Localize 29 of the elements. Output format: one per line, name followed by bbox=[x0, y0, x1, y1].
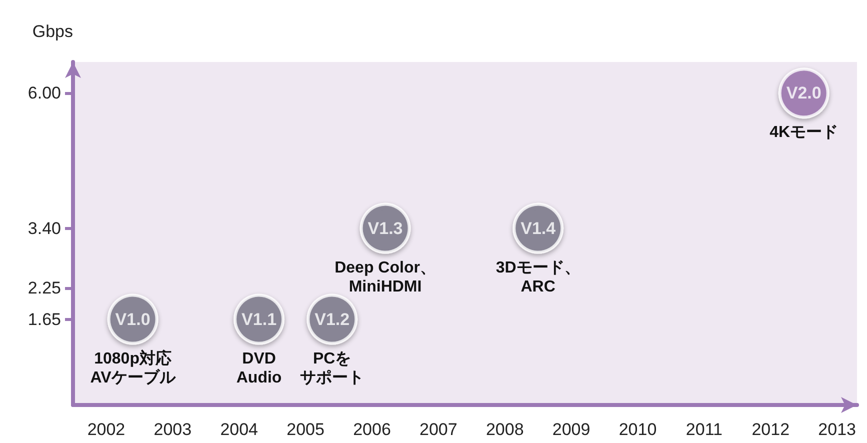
annotation: Deep Color、 MiniHDMI bbox=[334, 259, 436, 296]
x-tick-label: 2003 bbox=[154, 420, 192, 439]
y-tick-label: 1.65 bbox=[28, 310, 61, 329]
annotation: PCをサポート bbox=[300, 350, 364, 386]
data-label: V1.1 bbox=[242, 310, 277, 329]
x-tick-label: 2008 bbox=[486, 420, 524, 439]
x-tick-label: 2002 bbox=[87, 420, 126, 439]
annotation: 1080p対応 AVケーブル bbox=[90, 348, 176, 386]
x-tick-label: 2005 bbox=[286, 420, 324, 439]
annotation: 4Kモード bbox=[770, 124, 838, 142]
y-axis-title: Gbps bbox=[32, 22, 73, 41]
y-tick-label: 2.25 bbox=[28, 278, 61, 298]
x-tick-label: 2006 bbox=[353, 420, 391, 439]
y-tick-label: 6.00 bbox=[28, 84, 61, 103]
x-tick-label: 2010 bbox=[618, 420, 657, 439]
data-label: V1.3 bbox=[368, 218, 403, 238]
y-tick-label: 3.40 bbox=[28, 218, 61, 238]
x-tick-label: 2012 bbox=[752, 420, 790, 439]
data-label: V1.0 bbox=[115, 310, 150, 329]
x-tick-label: 2013 bbox=[818, 420, 856, 439]
data-label: V1.2 bbox=[314, 310, 350, 329]
annotation: 3Dモード、 ARC bbox=[496, 259, 580, 296]
x-tick-label: 2007 bbox=[420, 420, 458, 439]
data-label: V1.4 bbox=[520, 218, 556, 238]
x-tick-label: 2004 bbox=[220, 420, 258, 439]
x-tick-label: 2011 bbox=[686, 420, 722, 439]
data-label: V2.0 bbox=[786, 84, 822, 103]
x-tick-label: 2009 bbox=[552, 420, 590, 439]
annotation: DVD Audio bbox=[236, 350, 282, 386]
